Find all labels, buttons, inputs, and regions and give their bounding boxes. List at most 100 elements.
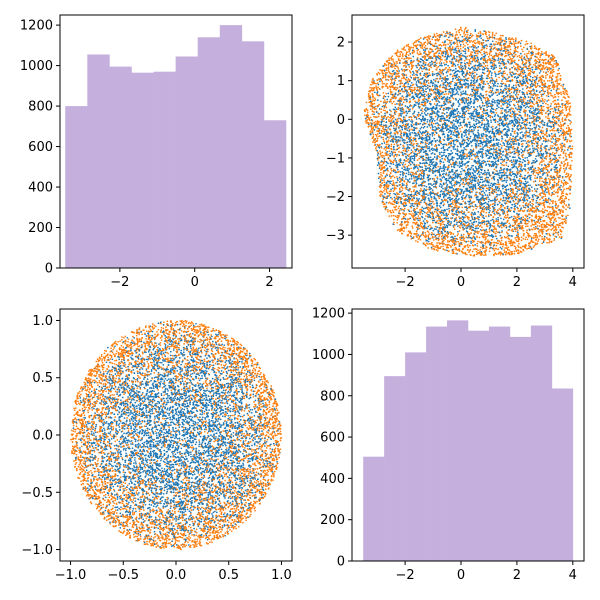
scatter-point-blue (406, 112, 409, 115)
scatter-point-blue (426, 118, 429, 121)
scatter-point-blue (461, 167, 463, 170)
scatter-point-orange (461, 243, 463, 246)
histogram-bar (263, 120, 287, 268)
scatter-point-orange (552, 110, 555, 113)
scatter-point-orange (380, 132, 383, 135)
scatter-point-blue (462, 218, 464, 221)
scatter-point-orange (539, 135, 542, 138)
scatter-point-blue (481, 88, 484, 91)
scatter-point-orange (514, 53, 517, 56)
scatter-point-orange (488, 228, 491, 231)
scatter-point-blue (450, 198, 452, 201)
scatter-point-orange (421, 107, 424, 110)
scatter-point-orange (407, 230, 410, 233)
scatter-point-orange (490, 46, 493, 49)
scatter-point-blue (485, 189, 488, 192)
scatter-point-orange (402, 109, 405, 111)
scatter-point-blue (434, 112, 436, 115)
scatter-point-orange (442, 31, 445, 33)
scatter-point-orange (392, 58, 394, 60)
scatter-point-blue (526, 189, 528, 192)
scatter-point-blue (435, 72, 438, 75)
scatter-point-orange (471, 51, 474, 54)
scatter-point-blue (471, 46, 473, 48)
scatter-point-orange (534, 190, 537, 192)
scatter-point-blue (425, 90, 427, 93)
scatter-point-blue (521, 131, 523, 134)
scatter-point-orange (548, 171, 550, 173)
scatter-point-blue (485, 220, 488, 223)
scatter-point-orange (430, 66, 432, 69)
scatter-point-blue (410, 76, 413, 79)
scatter-point-blue (539, 105, 542, 107)
scatter-point-blue (390, 180, 392, 183)
scatter-point-blue (434, 174, 437, 177)
scatter-point-orange (486, 104, 488, 107)
scatter-point-blue (399, 158, 402, 160)
scatter-point-orange (461, 206, 464, 209)
scatter-point-blue (510, 62, 513, 65)
scatter-point-orange (467, 77, 470, 80)
scatter-point-orange (526, 56, 529, 59)
scatter-point-orange (550, 200, 553, 203)
scatter-point-blue (529, 75, 532, 78)
scatter-point-blue (419, 44, 422, 47)
scatter-point-blue (515, 174, 518, 177)
scatter-point-blue (376, 154, 379, 156)
scatter-point-orange (483, 139, 485, 142)
scatter-point-orange (559, 134, 561, 137)
scatter-point-blue (481, 119, 483, 122)
scatter-point-blue (485, 155, 488, 157)
scatter-point-orange (532, 135, 534, 138)
scatter-point-orange (498, 240, 501, 242)
scatter-point-blue (476, 79, 479, 81)
scatter-point-blue (446, 187, 448, 189)
scatter-point-orange (491, 187, 493, 190)
scatter-point-blue (474, 213, 477, 215)
scatter-point-blue (416, 170, 419, 173)
scatter-point-blue (545, 215, 548, 218)
scatter-point-orange (416, 52, 419, 54)
scatter-point-orange (395, 125, 398, 127)
scatter-point-blue (393, 148, 395, 151)
scatter-point-orange (437, 222, 440, 225)
scatter-point-orange (543, 92, 546, 95)
scatter-point-blue (414, 148, 416, 151)
scatter-point-orange (391, 198, 394, 200)
scatter-point-orange (535, 214, 538, 216)
scatter-point-orange (417, 113, 420, 116)
scatter-point-orange (459, 67, 461, 70)
scatter-point-orange (392, 190, 395, 192)
scatter-point-orange (525, 131, 528, 134)
scatter-point-blue (408, 130, 410, 132)
scatter-point-blue (394, 106, 397, 109)
scatter-point-blue (524, 132, 526, 134)
scatter-point-blue (524, 148, 526, 150)
axes-frame (59, 14, 293, 269)
scatter-point-orange (545, 158, 548, 160)
scatter-point-orange (424, 141, 427, 143)
scatter-point-blue (558, 208, 561, 211)
scatter-point-orange (414, 76, 417, 79)
scatter-point-blue (488, 142, 491, 144)
scatter-point-orange (535, 169, 537, 172)
scatter-point-blue (483, 46, 486, 49)
scatter-point-orange (445, 67, 447, 69)
scatter-point-orange (440, 235, 443, 238)
scatter-point-orange (506, 159, 508, 162)
scatter-point-orange (419, 190, 422, 193)
scatter-point-orange (441, 234, 444, 237)
scatter-point-blue (437, 100, 440, 102)
scatter-point-blue (421, 112, 423, 115)
scatter-point-orange (404, 214, 407, 217)
scatter-point-blue (566, 149, 569, 151)
scatter-point-orange (567, 124, 569, 127)
scatter-point-orange (390, 169, 393, 172)
scatter-point-orange (562, 183, 565, 186)
scatter-point-orange (385, 143, 388, 146)
scatter-point-orange (555, 178, 557, 180)
scatter-point-orange (480, 252, 483, 255)
scatter-point-orange (437, 165, 440, 168)
scatter-point-blue (435, 57, 437, 59)
scatter-point-blue (529, 124, 532, 127)
